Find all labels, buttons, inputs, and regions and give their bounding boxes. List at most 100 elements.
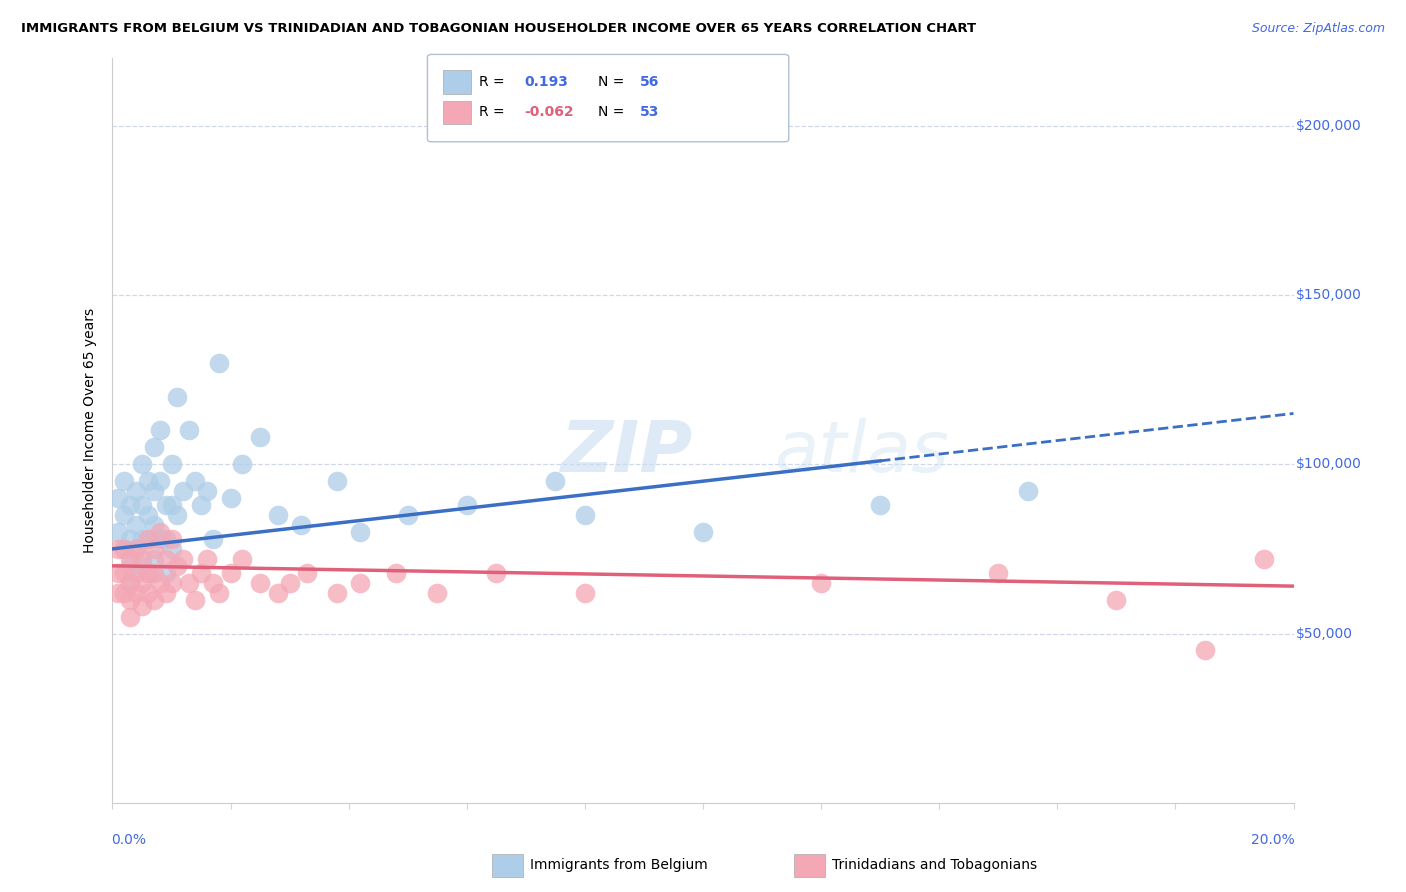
Point (120, 552, 142, 566)
Point (142, 541, 165, 556)
Point (149, 424, 172, 438)
Point (179, 424, 201, 438)
Text: ZIP: ZIP (561, 418, 693, 487)
Point (172, 552, 194, 566)
Point (172, 484, 194, 499)
Point (574, 508, 596, 522)
Text: IMMIGRANTS FROM BELGIUM VS TRINIDADIAN AND TOBAGONIAN HOUSEHOLDER INCOME OVER 65: IMMIGRANTS FROM BELGIUM VS TRINIDADIAN A… (21, 22, 976, 36)
Point (112, 586, 135, 600)
Point (120, 592, 142, 607)
Point (290, 518, 312, 533)
Point (125, 586, 148, 600)
Text: 0.0%: 0.0% (111, 832, 146, 847)
Point (166, 508, 188, 522)
Point (149, 575, 172, 590)
Point (131, 457, 153, 471)
Text: Trinidadians and Tobagonians: Trinidadians and Tobagonians (832, 858, 1038, 872)
Text: 0.193: 0.193 (524, 75, 568, 89)
Point (385, 566, 408, 580)
Point (426, 586, 449, 600)
Point (349, 524, 371, 539)
Point (112, 541, 135, 556)
Point (142, 552, 165, 566)
Point (131, 599, 153, 614)
Point (112, 474, 135, 488)
Point (184, 474, 207, 488)
Point (1105, 592, 1128, 607)
Point (120, 575, 142, 590)
Point (136, 474, 159, 488)
Point (125, 541, 148, 556)
Text: 53: 53 (640, 105, 659, 120)
Point (136, 586, 159, 600)
Point (125, 518, 148, 533)
Point (149, 474, 172, 488)
Point (125, 484, 148, 499)
Point (131, 552, 153, 566)
Text: 20.0%: 20.0% (1251, 832, 1295, 847)
Point (249, 430, 271, 444)
Point (166, 558, 188, 573)
Point (131, 575, 153, 590)
Point (326, 586, 349, 600)
Point (195, 484, 218, 499)
Point (149, 532, 172, 546)
Point (208, 356, 231, 370)
Point (142, 592, 165, 607)
Point (155, 532, 177, 546)
Point (249, 575, 271, 590)
Point (160, 575, 183, 590)
Y-axis label: Householder Income Over 65 years: Householder Income Over 65 years (83, 308, 97, 553)
Point (326, 474, 349, 488)
Point (142, 484, 165, 499)
Point (136, 532, 159, 546)
Point (190, 566, 212, 580)
Point (107, 524, 129, 539)
Text: 56: 56 (640, 75, 659, 89)
Point (166, 390, 188, 404)
Point (136, 532, 159, 546)
Point (1253, 552, 1275, 566)
Point (869, 498, 891, 512)
Point (219, 491, 242, 505)
Text: R =: R = (479, 75, 509, 89)
Point (160, 541, 183, 556)
Text: N =: N = (598, 75, 628, 89)
Point (231, 552, 253, 566)
Text: Immigrants from Belgium: Immigrants from Belgium (530, 858, 707, 872)
Point (810, 575, 832, 590)
Text: $200,000: $200,000 (1296, 119, 1361, 133)
Point (544, 474, 567, 488)
Point (219, 566, 242, 580)
Point (231, 457, 253, 471)
Point (120, 558, 142, 573)
Text: R =: R = (479, 105, 509, 120)
Point (155, 552, 177, 566)
Point (179, 575, 201, 590)
Point (136, 566, 159, 580)
Point (120, 609, 142, 624)
Point (142, 566, 165, 580)
Point (349, 575, 371, 590)
Point (155, 586, 177, 600)
Point (131, 532, 153, 546)
Point (142, 440, 165, 454)
Point (155, 498, 177, 512)
Text: N =: N = (598, 105, 628, 120)
Point (155, 566, 177, 580)
Point (278, 575, 301, 590)
Point (125, 541, 148, 556)
Point (160, 457, 183, 471)
Point (184, 592, 207, 607)
Text: -0.062: -0.062 (524, 105, 574, 120)
Point (107, 541, 129, 556)
Point (190, 498, 212, 512)
Point (136, 508, 159, 522)
Point (112, 541, 135, 556)
Text: $100,000: $100,000 (1296, 458, 1362, 471)
Point (267, 508, 290, 522)
Point (201, 532, 224, 546)
Point (456, 498, 478, 512)
Point (485, 566, 508, 580)
Point (112, 508, 135, 522)
